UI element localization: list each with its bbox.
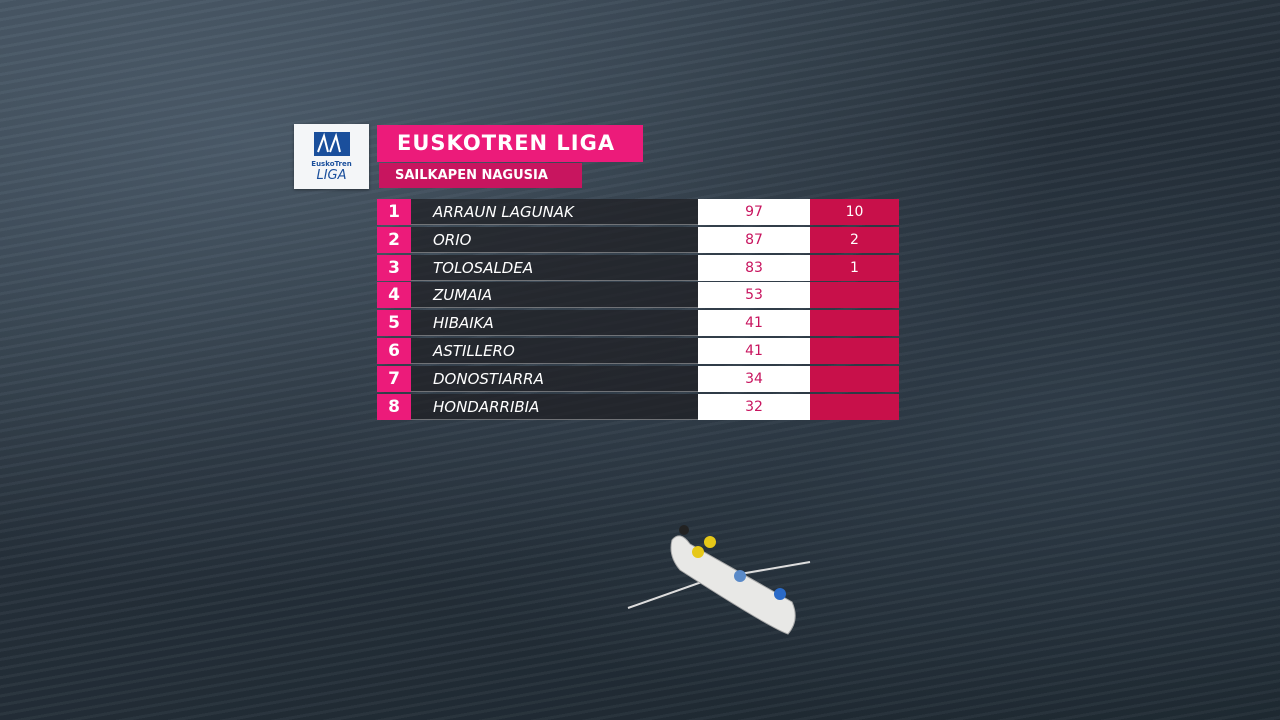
extra-points [810, 365, 899, 392]
team-name: ZUMAIA [411, 282, 698, 309]
extra-points: 2 [810, 226, 899, 253]
rank: 2 [377, 226, 411, 253]
extra-points [810, 338, 899, 364]
standings-subtitle: SAILKAPEN NAGUSIA [379, 163, 582, 188]
standings-row: 5 HIBAIKA 41 [377, 310, 899, 337]
points: 53 [698, 282, 810, 309]
extra-points: 10 [810, 199, 899, 225]
points: 32 [698, 393, 810, 420]
standings-row: 6 ASTILLERO 41 [377, 338, 899, 364]
points: 34 [698, 365, 810, 392]
team-name: HIBAIKA [411, 310, 698, 337]
extra-points [810, 393, 899, 420]
standings-row: 3 TOLOSALDEA 83 1 [377, 254, 899, 281]
rank: 1 [377, 199, 411, 225]
league-logo: EuskoTren LIGA [294, 124, 369, 189]
rank: 6 [377, 338, 411, 364]
rank: 7 [377, 365, 411, 392]
extra-points [810, 282, 899, 309]
points: 41 [698, 310, 810, 337]
extra-points [810, 310, 899, 337]
team-name: HONDARRIBIA [411, 393, 698, 420]
standings-row: 8 HONDARRIBIA 32 [377, 393, 899, 420]
standings-row: 4 ZUMAIA 53 [377, 282, 899, 309]
standings-row: 7 DONOSTIARRA 34 [377, 365, 899, 392]
standings-title: EUSKOTREN LIGA [377, 125, 643, 162]
logo-text: LIGA [316, 168, 347, 183]
rank: 5 [377, 310, 411, 337]
standings-row: 1 ARRAUN LAGUNAK 97 10 [377, 199, 899, 225]
points: 83 [698, 254, 810, 281]
points: 97 [698, 199, 810, 225]
logo-icon [314, 132, 350, 156]
extra-points: 1 [810, 254, 899, 281]
rank: 8 [377, 393, 411, 420]
team-name: ORIO [411, 226, 698, 253]
team-name: ASTILLERO [411, 338, 698, 364]
rank: 3 [377, 254, 411, 281]
rank: 4 [377, 282, 411, 309]
points: 41 [698, 338, 810, 364]
team-name: ARRAUN LAGUNAK [411, 199, 698, 225]
points: 87 [698, 226, 810, 253]
standings-row: 2 ORIO 87 2 [377, 226, 899, 253]
logo-text: EuskoTren [311, 160, 352, 168]
team-name: DONOSTIARRA [411, 365, 698, 392]
rowing-boat [627, 525, 811, 635]
team-name: TOLOSALDEA [411, 254, 698, 281]
